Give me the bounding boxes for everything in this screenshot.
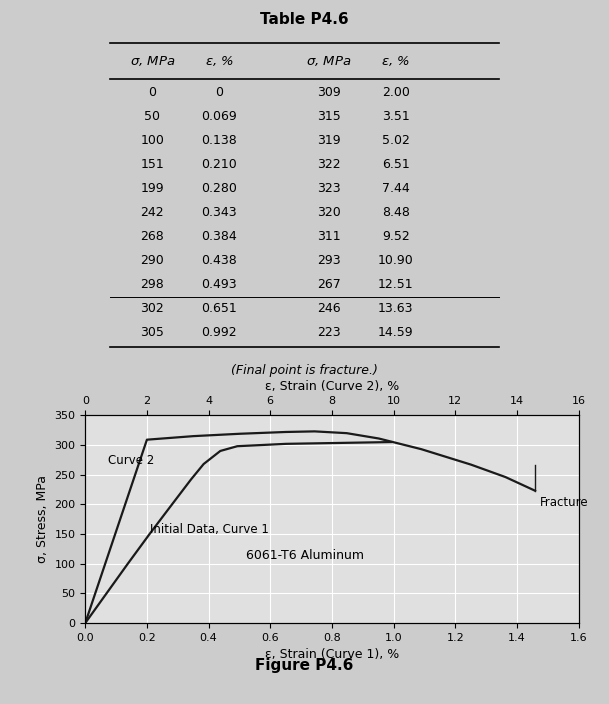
Text: 246: 246 bbox=[317, 303, 340, 315]
Text: 267: 267 bbox=[317, 278, 340, 291]
Text: 298: 298 bbox=[141, 278, 164, 291]
Text: $\varepsilon$, %: $\varepsilon$, % bbox=[381, 54, 410, 68]
Text: 14.59: 14.59 bbox=[378, 327, 414, 339]
Text: 0.210: 0.210 bbox=[202, 158, 237, 171]
X-axis label: ε, Strain (Curve 2), %: ε, Strain (Curve 2), % bbox=[265, 380, 399, 393]
Text: 2.00: 2.00 bbox=[382, 87, 410, 99]
Text: 322: 322 bbox=[317, 158, 340, 171]
Text: Initial Data, Curve 1: Initial Data, Curve 1 bbox=[150, 523, 269, 536]
Text: Table P4.6: Table P4.6 bbox=[260, 12, 349, 27]
Text: 7.44: 7.44 bbox=[382, 182, 410, 196]
Text: 0.280: 0.280 bbox=[202, 182, 237, 196]
Text: 0: 0 bbox=[148, 87, 157, 99]
Text: Fracture: Fracture bbox=[540, 496, 589, 508]
Text: 10.90: 10.90 bbox=[378, 254, 414, 268]
Text: 0.069: 0.069 bbox=[202, 111, 237, 123]
Text: 9.52: 9.52 bbox=[382, 230, 410, 244]
Text: 100: 100 bbox=[140, 134, 164, 147]
Text: (Final point is fracture.): (Final point is fracture.) bbox=[231, 364, 378, 377]
Text: 0.992: 0.992 bbox=[202, 327, 237, 339]
Text: 0.493: 0.493 bbox=[202, 278, 237, 291]
Text: 268: 268 bbox=[141, 230, 164, 244]
Text: Curve 2: Curve 2 bbox=[108, 454, 155, 467]
Text: Figure P4.6: Figure P4.6 bbox=[255, 658, 354, 673]
Text: 151: 151 bbox=[141, 158, 164, 171]
Text: 50: 50 bbox=[144, 111, 160, 123]
Text: $\varepsilon$, %: $\varepsilon$, % bbox=[205, 54, 234, 68]
Text: 0.384: 0.384 bbox=[202, 230, 237, 244]
Text: 12.51: 12.51 bbox=[378, 278, 414, 291]
Text: 293: 293 bbox=[317, 254, 340, 268]
Text: 0.651: 0.651 bbox=[202, 303, 237, 315]
Text: 242: 242 bbox=[141, 206, 164, 220]
Text: 0.343: 0.343 bbox=[202, 206, 237, 220]
Text: 0.438: 0.438 bbox=[202, 254, 237, 268]
Text: $\sigma$, MPa: $\sigma$, MPa bbox=[130, 54, 175, 68]
Y-axis label: σ, Stress, MPa: σ, Stress, MPa bbox=[36, 475, 49, 563]
Text: $\sigma$, MPa: $\sigma$, MPa bbox=[306, 54, 351, 68]
Text: 323: 323 bbox=[317, 182, 340, 196]
Text: 309: 309 bbox=[317, 87, 340, 99]
Text: 0.138: 0.138 bbox=[202, 134, 237, 147]
Text: 3.51: 3.51 bbox=[382, 111, 410, 123]
Text: 223: 223 bbox=[317, 327, 340, 339]
Text: 320: 320 bbox=[317, 206, 340, 220]
Text: 302: 302 bbox=[141, 303, 164, 315]
Text: 0: 0 bbox=[215, 87, 224, 99]
Text: 199: 199 bbox=[141, 182, 164, 196]
Text: 290: 290 bbox=[141, 254, 164, 268]
Text: 319: 319 bbox=[317, 134, 340, 147]
Text: 5.02: 5.02 bbox=[382, 134, 410, 147]
X-axis label: ε, Strain (Curve 1), %: ε, Strain (Curve 1), % bbox=[265, 648, 399, 661]
Text: 6061-T6 Aluminum: 6061-T6 Aluminum bbox=[245, 549, 364, 562]
Text: 13.63: 13.63 bbox=[378, 303, 414, 315]
Text: 311: 311 bbox=[317, 230, 340, 244]
Text: 8.48: 8.48 bbox=[382, 206, 410, 220]
Text: 315: 315 bbox=[317, 111, 340, 123]
Text: 6.51: 6.51 bbox=[382, 158, 410, 171]
Text: 305: 305 bbox=[140, 327, 164, 339]
